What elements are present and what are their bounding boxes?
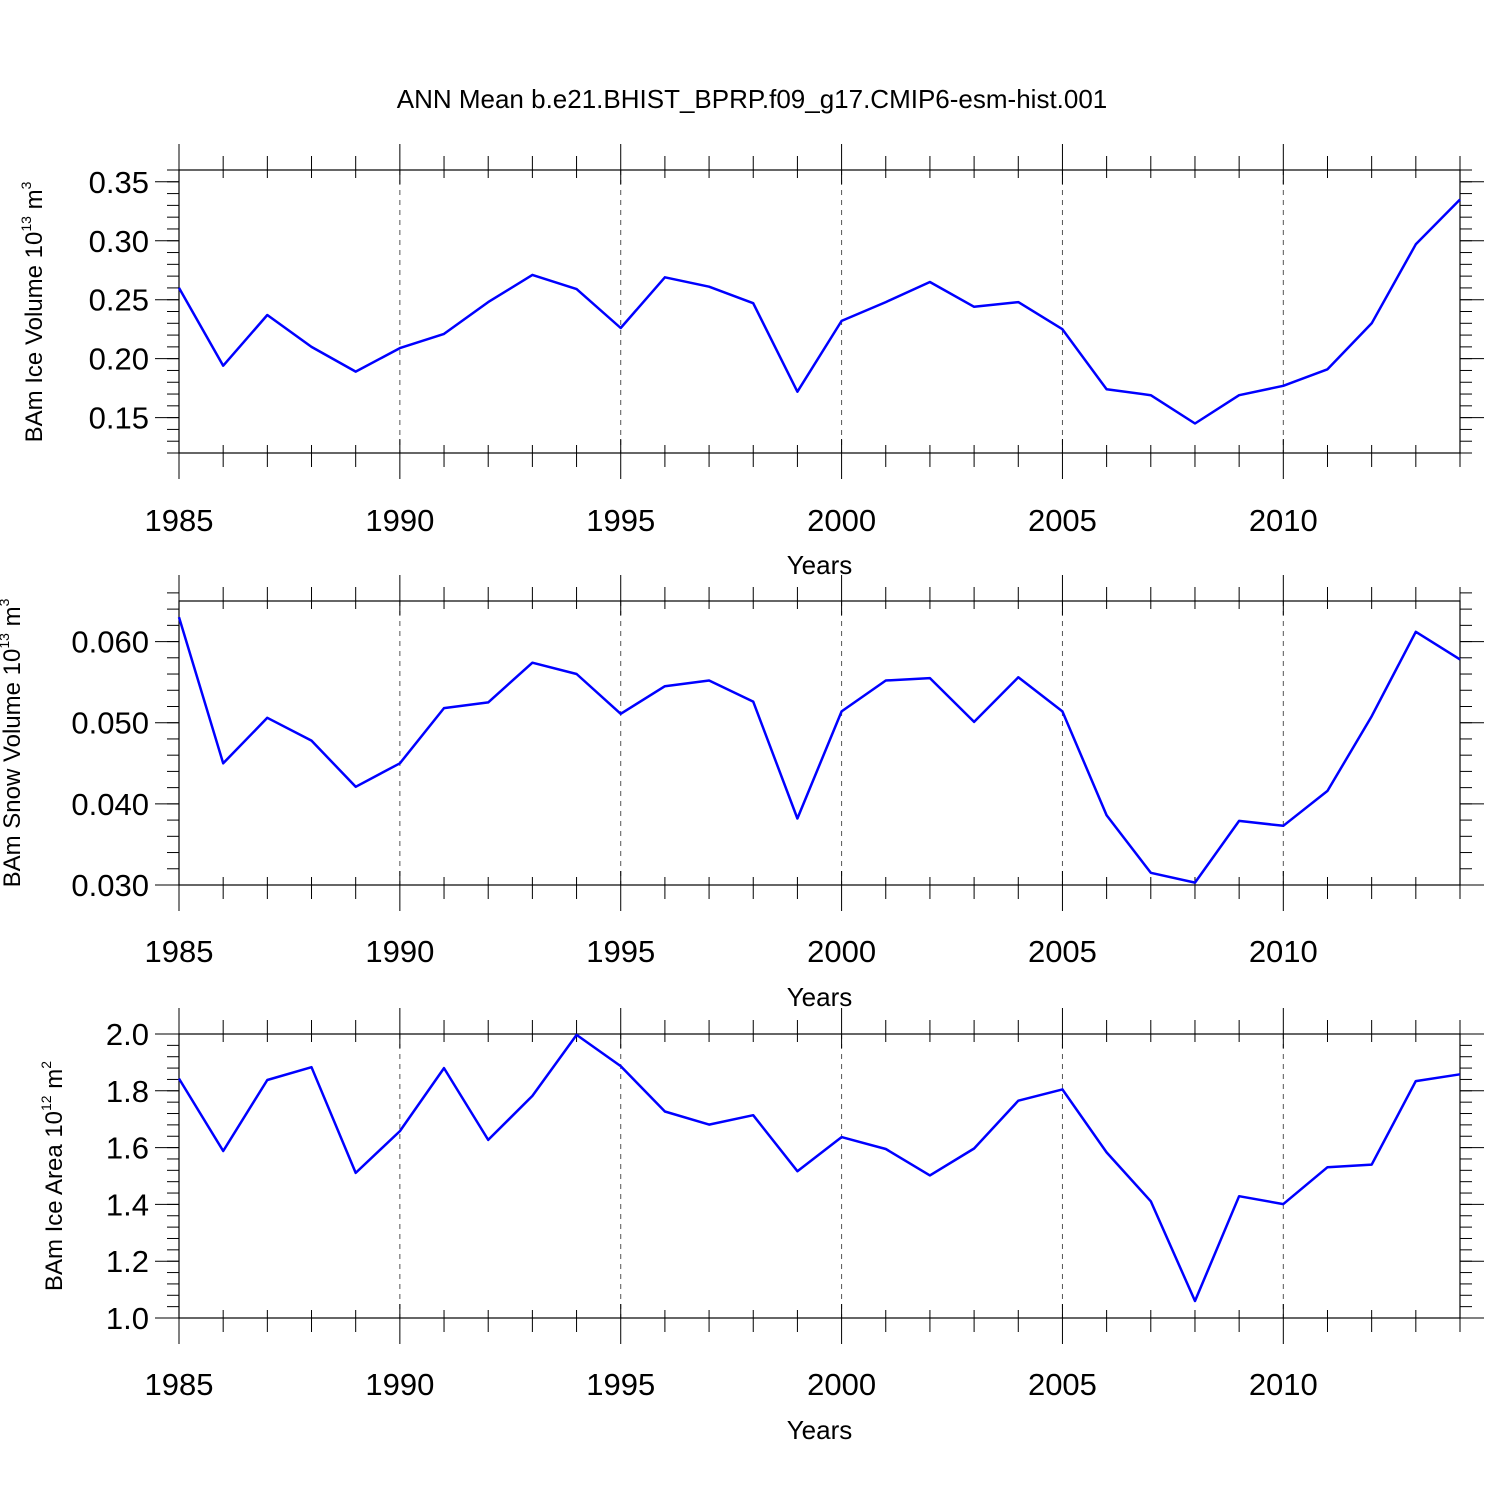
x-tick-label: 1985 — [145, 1367, 214, 1402]
y-tick-label: 1.8 — [106, 1074, 149, 1109]
y-tick-label: 0.25 — [89, 283, 149, 318]
plot-frame — [178, 1033, 1461, 1319]
x-tick-label: 1995 — [586, 1367, 655, 1402]
y-axis-title: BAm Snow Volume 1013 m3 — [0, 598, 26, 887]
y-axis-title: BAm Ice Volume 1013 m3 — [18, 181, 48, 442]
panel-ice-volume: 0.15 0.20 0.25 0.30 0.35 1985 1990 1995 2000 2005… — [18, 144, 1484, 580]
y-tick-label: 0.040 — [71, 787, 149, 822]
y-tick-label: 0.30 — [89, 224, 149, 259]
y-tick-label: 0.030 — [71, 868, 149, 903]
y-tick-label: 0.20 — [89, 342, 149, 377]
y-tick-label: 0.15 — [89, 401, 149, 436]
x-axis-title: Years — [787, 1415, 853, 1445]
x-tick-label: 1990 — [365, 934, 434, 969]
y-tick-label: 0.050 — [71, 706, 149, 741]
x-tick-label: 2005 — [1028, 503, 1097, 538]
y-tick-label: 1.6 — [106, 1131, 149, 1166]
y-tick-label: 0.060 — [71, 625, 149, 660]
x-axis-title: Years — [787, 550, 853, 580]
x-tick-label: 2005 — [1028, 1367, 1097, 1402]
plot-frame — [178, 169, 1461, 454]
x-tick-label: 1990 — [365, 503, 434, 538]
figure-title: ANN Mean b.e21.BHIST_BPRP.f09_g17.CMIP6-… — [397, 84, 1108, 114]
x-tick-label: 2010 — [1249, 503, 1318, 538]
x-tick-label: 2010 — [1249, 1367, 1318, 1402]
series-line — [177, 616, 1461, 884]
x-axis-title: Years — [787, 982, 853, 1012]
x-tick-label: 1995 — [586, 503, 655, 538]
x-tick-label: 2000 — [807, 1367, 876, 1402]
x-tick-label: 2010 — [1249, 934, 1318, 969]
x-tick-label: 2000 — [807, 503, 876, 538]
series-line — [177, 198, 1461, 425]
y-tick-label: 1.0 — [106, 1301, 149, 1336]
x-tick-label: 2005 — [1028, 934, 1097, 969]
y-tick-label: 0.35 — [89, 165, 149, 200]
panel-snow-volume: 0.030 0.040 0.050 0.060 1985 1990 1995 2000 2005… — [0, 575, 1484, 1012]
x-tick-label: 1995 — [586, 934, 655, 969]
series-line — [177, 1033, 1461, 1303]
x-tick-label: 2000 — [807, 934, 876, 969]
panel-ice-area: 1.0 1.2 1.4 1.6 1.8 2.0 1985 1990 1995 2000 2005 20… — [38, 1008, 1484, 1445]
y-tick-label: 1.2 — [106, 1244, 149, 1279]
x-tick-label: 1990 — [365, 1367, 434, 1402]
y-axis-title: BAm Ice Area 1012 m2 — [38, 1061, 68, 1291]
y-tick-label: 1.4 — [106, 1187, 149, 1222]
plot-frame — [178, 600, 1461, 886]
y-tick-label: 2.0 — [106, 1017, 149, 1052]
x-tick-label: 1985 — [145, 934, 214, 969]
x-tick-label: 1985 — [145, 503, 214, 538]
